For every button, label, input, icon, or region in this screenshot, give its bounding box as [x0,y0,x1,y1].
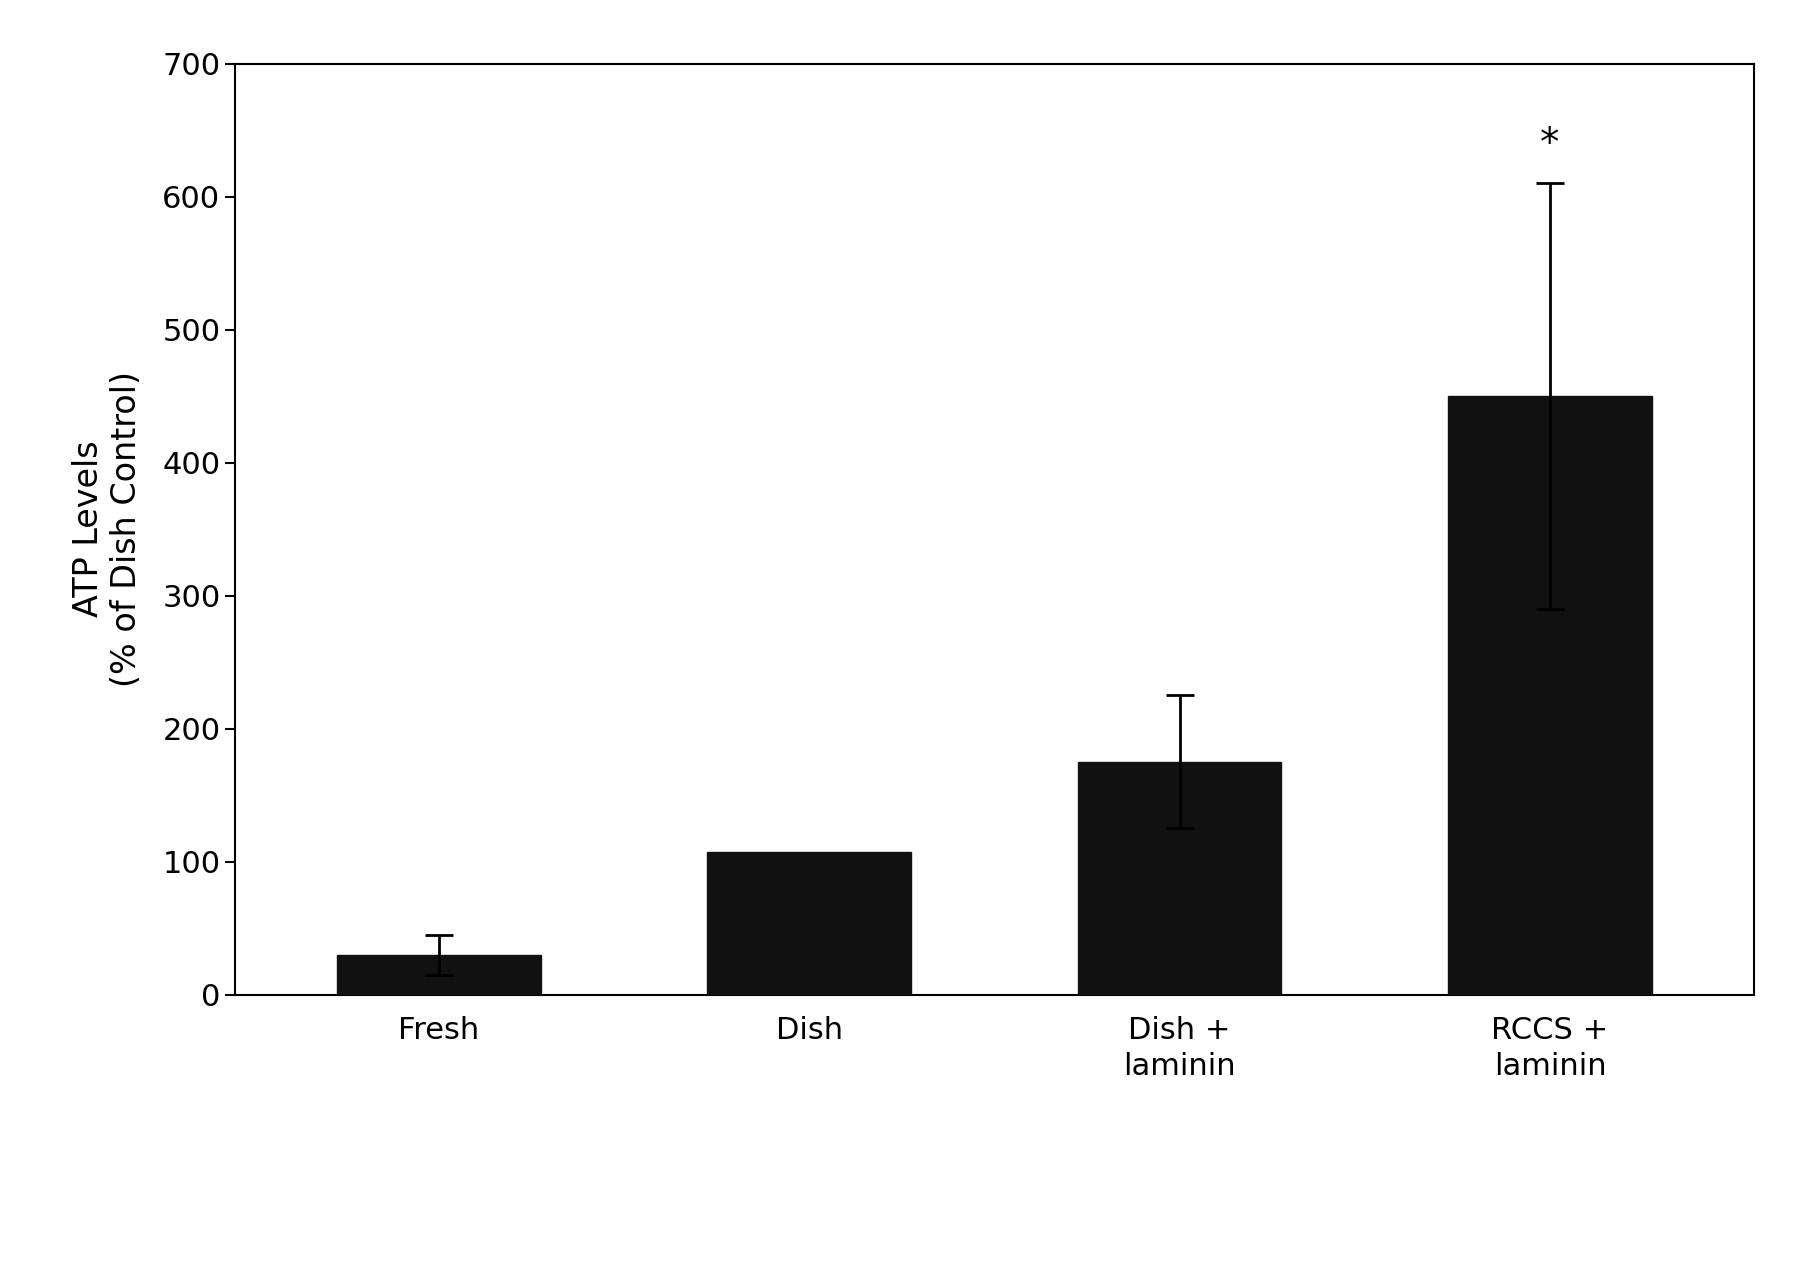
Bar [1077,762,1281,994]
Bar [336,955,540,994]
Y-axis label: ATP Levels
(% of Dish Control): ATP Levels (% of Dish Control) [72,371,143,687]
Bar [707,852,911,994]
Text: *: * [1540,125,1559,163]
Bar [1447,397,1652,994]
